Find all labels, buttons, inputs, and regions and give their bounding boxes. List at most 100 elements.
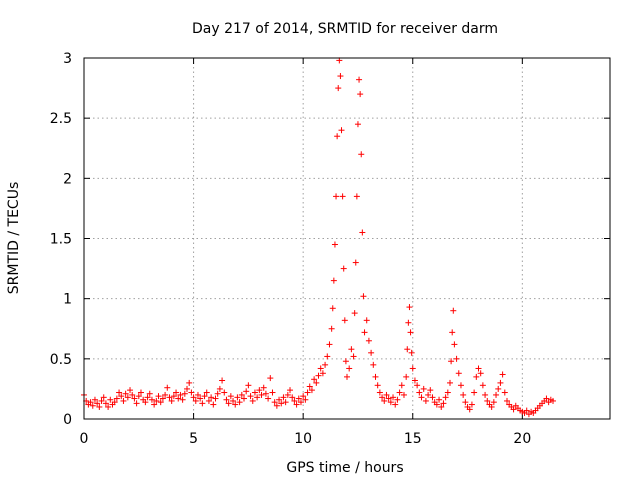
data-point bbox=[404, 346, 411, 353]
data-point bbox=[118, 393, 125, 400]
data-point bbox=[488, 403, 495, 410]
data-point bbox=[166, 394, 173, 401]
data-point bbox=[131, 395, 138, 402]
data-point bbox=[311, 376, 318, 383]
data-point bbox=[247, 393, 254, 400]
data-point bbox=[155, 393, 162, 400]
data-point bbox=[510, 406, 517, 413]
data-point bbox=[440, 400, 447, 407]
data-point bbox=[340, 265, 347, 272]
x-tick-label: 15 bbox=[404, 431, 422, 447]
data-point bbox=[433, 401, 440, 408]
data-point bbox=[400, 391, 407, 398]
data-point bbox=[232, 401, 239, 408]
data-point bbox=[453, 355, 460, 362]
data-point bbox=[457, 382, 464, 389]
data-point bbox=[124, 394, 131, 401]
data-point bbox=[111, 399, 118, 406]
data-point bbox=[348, 346, 355, 353]
data-point bbox=[238, 391, 245, 398]
y-tick-label: 0.5 bbox=[50, 352, 72, 368]
data-point bbox=[135, 393, 142, 400]
data-point bbox=[385, 395, 392, 402]
data-point bbox=[142, 399, 149, 406]
data-point bbox=[251, 389, 258, 396]
data-point bbox=[460, 391, 467, 398]
data-point bbox=[223, 396, 230, 403]
data-point bbox=[543, 395, 550, 402]
data-point bbox=[287, 387, 294, 394]
data-point bbox=[398, 382, 405, 389]
data-point bbox=[447, 379, 454, 386]
data-point bbox=[188, 389, 195, 396]
data-point bbox=[390, 394, 397, 401]
data-point bbox=[179, 396, 186, 403]
data-point bbox=[451, 341, 458, 348]
data-point bbox=[100, 394, 107, 401]
data-point bbox=[190, 394, 197, 401]
data-point bbox=[98, 397, 105, 404]
data-point bbox=[151, 401, 158, 408]
data-point bbox=[91, 396, 98, 403]
y-axis-label: SRMTID / TECUs bbox=[6, 182, 22, 295]
data-point bbox=[376, 389, 383, 396]
data-point bbox=[300, 393, 307, 400]
x-tick-labels: 0 5 10 15 20 bbox=[80, 431, 532, 447]
data-point bbox=[495, 385, 502, 392]
data-point bbox=[477, 370, 484, 377]
y-tick-labels: 0 0.5 1 1.5 2 2.5 3 bbox=[50, 51, 72, 428]
data-point bbox=[308, 387, 315, 394]
plot-frame bbox=[83, 57, 611, 420]
data-point bbox=[271, 399, 278, 406]
data-point bbox=[361, 329, 368, 336]
data-point bbox=[357, 91, 364, 98]
data-point bbox=[341, 317, 348, 324]
data-point bbox=[455, 370, 462, 377]
data-point bbox=[315, 372, 322, 379]
data-point bbox=[295, 395, 302, 402]
data-point bbox=[392, 401, 399, 408]
data-point bbox=[194, 391, 201, 398]
data-point bbox=[330, 277, 337, 284]
data-point bbox=[444, 389, 451, 396]
data-point bbox=[418, 394, 425, 401]
data-point bbox=[137, 389, 144, 396]
data-point bbox=[436, 396, 443, 403]
x-tick-label: 0 bbox=[80, 431, 89, 447]
data-point bbox=[245, 382, 252, 389]
data-point bbox=[319, 370, 326, 377]
data-point bbox=[322, 361, 329, 368]
data-point bbox=[482, 391, 489, 398]
data-point bbox=[243, 388, 250, 395]
data-point bbox=[406, 304, 413, 311]
data-point bbox=[317, 365, 324, 372]
data-point bbox=[329, 305, 336, 312]
data-point bbox=[199, 400, 206, 407]
chart-title: Day 217 of 2014, SRMTID for receiver dar… bbox=[192, 21, 498, 37]
data-point bbox=[449, 329, 456, 336]
data-point bbox=[192, 397, 199, 404]
data-point bbox=[550, 397, 557, 404]
data-point bbox=[258, 391, 265, 398]
data-point bbox=[197, 395, 204, 402]
data-point bbox=[280, 394, 287, 401]
data-point bbox=[383, 391, 390, 398]
data-point bbox=[127, 387, 134, 394]
data-point bbox=[409, 365, 416, 372]
data-point bbox=[462, 399, 469, 406]
data-point bbox=[466, 406, 473, 413]
data-point bbox=[122, 390, 129, 397]
data-point bbox=[260, 384, 267, 391]
data-point bbox=[269, 389, 276, 396]
data-point bbox=[133, 400, 140, 407]
data-point bbox=[501, 389, 508, 396]
data-point bbox=[471, 389, 478, 396]
data-point bbox=[416, 389, 423, 396]
data-point bbox=[267, 375, 274, 382]
data-point bbox=[210, 401, 217, 408]
data-point bbox=[230, 397, 237, 404]
data-point bbox=[333, 193, 340, 200]
data-point bbox=[394, 396, 401, 403]
data-point bbox=[234, 394, 241, 401]
